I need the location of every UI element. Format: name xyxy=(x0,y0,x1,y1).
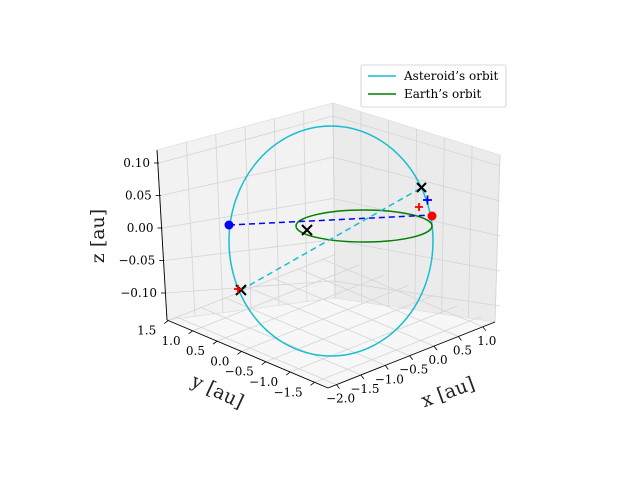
z-tick-label: −0.10 xyxy=(120,286,157,300)
vertical-gridline-right xyxy=(494,154,501,323)
asteroid-orbit-line xyxy=(228,125,434,357)
grid-lines xyxy=(156,102,501,385)
x-gridline-floor xyxy=(321,258,483,328)
vertical-gridline-right xyxy=(360,111,363,303)
z-axis-line xyxy=(156,149,168,321)
vertical-gridline-left xyxy=(303,110,308,302)
y-tick-mark xyxy=(261,361,267,366)
cyan-dashed-line xyxy=(240,187,422,291)
black-x-marker-top xyxy=(416,182,427,193)
z-gridline-right xyxy=(332,239,501,272)
vertical-gridline-left xyxy=(332,102,336,299)
y-tick-mark xyxy=(237,351,242,355)
y-gridline-floor xyxy=(265,295,433,363)
x-tick-label: 0.0 xyxy=(429,353,448,367)
x-tick-label: −0.5 xyxy=(399,363,428,377)
blue-plus-marker xyxy=(423,195,432,205)
z-tick-label: −0.05 xyxy=(118,254,155,268)
x-tick-mark xyxy=(384,365,389,370)
x-tick-label: 0.5 xyxy=(453,343,472,357)
z-tick-label: 0.00 xyxy=(127,221,154,235)
y-tick-mark xyxy=(188,330,193,335)
y-gridline-floor xyxy=(314,315,482,383)
z-tick-label: 0.10 xyxy=(123,156,150,170)
y-tick-label: −1.5 xyxy=(273,385,302,399)
legend-label-earth: Earth’s orbit xyxy=(404,87,481,101)
vertical-gridline-left xyxy=(185,142,196,317)
y-axis-line xyxy=(166,319,329,389)
red-dot-marker xyxy=(427,211,437,221)
vertical-gridline-right xyxy=(441,137,445,315)
y-gridline-floor xyxy=(216,274,385,342)
vertical-gridline-left xyxy=(273,118,280,306)
black-x-marker-center xyxy=(301,224,313,236)
vertical-gridline-left xyxy=(244,126,252,310)
z-gridline-right xyxy=(332,280,501,307)
legend-label-asteroid: Asteroid’s orbit xyxy=(403,69,498,83)
red-plus-marker-right xyxy=(415,203,423,211)
x-tick-mark xyxy=(458,336,462,341)
x-gridline-floor xyxy=(248,287,410,357)
x-tick-label: −2.0 xyxy=(326,392,355,406)
x-tick-label: 1.0 xyxy=(477,334,496,348)
y-tick-label: 0.0 xyxy=(210,354,229,368)
vertical-gridline-right xyxy=(467,146,473,319)
y-gridline-floor xyxy=(192,264,360,332)
tick-marks xyxy=(154,162,487,389)
y-gridline-floor xyxy=(241,285,409,352)
y-tick-label: 1.0 xyxy=(162,334,181,348)
y-gridline-floor xyxy=(290,305,458,373)
y-gridline-floor xyxy=(168,254,336,321)
z-tick-label: 0.05 xyxy=(125,189,152,203)
blue-dashed-line xyxy=(228,214,433,226)
x-tick-label: −1.5 xyxy=(350,382,379,396)
red-plus-marker-left xyxy=(234,285,242,293)
x-gridline-floor xyxy=(272,277,435,347)
x-tick-mark xyxy=(336,384,340,389)
y-tick-label: −0.5 xyxy=(225,365,254,379)
x-tick-mark xyxy=(360,374,365,380)
x-tick-mark xyxy=(409,355,413,360)
y-tick-mark xyxy=(310,382,315,386)
x-tick-mark xyxy=(482,326,487,332)
y-tick-label: −1.0 xyxy=(249,375,278,389)
blue-dot-marker xyxy=(224,220,234,230)
vertical-gridline-left xyxy=(215,134,224,313)
earth-orbit-line xyxy=(295,209,433,243)
legend: Asteroid’s orbit Earth’s orbit xyxy=(360,64,507,108)
y-tick-label: 0.5 xyxy=(186,344,205,358)
x-tick-label: −1.0 xyxy=(375,372,404,386)
tick-labels: −2.0−1.5−1.0−0.50.00.51.01.51.00.50.0−0.… xyxy=(118,156,496,406)
z-gridline-right xyxy=(332,198,501,237)
y-tick-mark xyxy=(212,340,218,345)
y-tick-mark xyxy=(163,320,169,324)
z-axis-label: z [au] xyxy=(87,209,109,263)
x-axis-line xyxy=(327,321,496,389)
x-gridline-floor xyxy=(297,268,459,337)
y-tick-label: 1.5 xyxy=(137,324,156,338)
y-tick-mark xyxy=(285,371,291,376)
x-tick-mark xyxy=(433,345,438,351)
x-axis-label: x [au] xyxy=(418,373,477,413)
legend-box xyxy=(360,64,507,108)
vertical-gridline-right xyxy=(414,128,417,311)
x-gridline-floor xyxy=(175,316,337,385)
